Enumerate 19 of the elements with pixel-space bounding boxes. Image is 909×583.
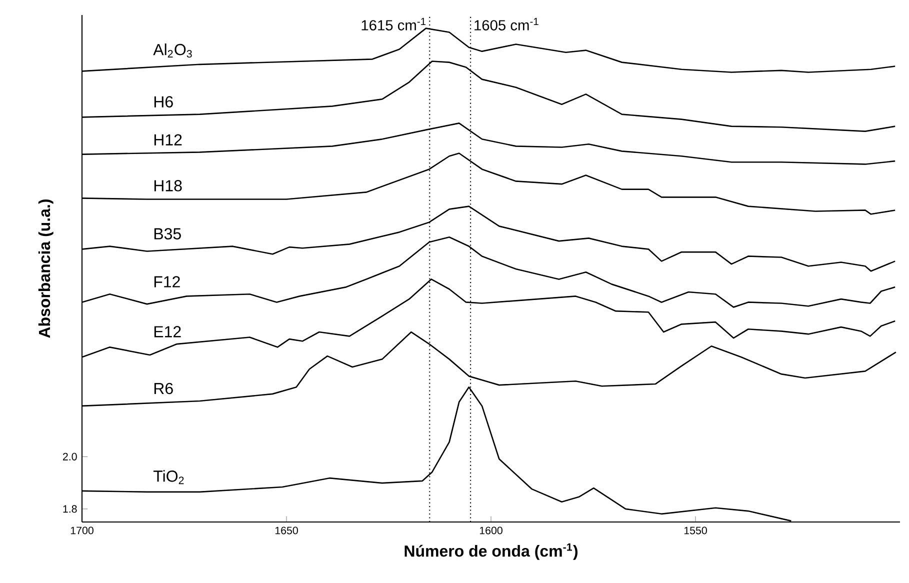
x-tick-label: 1600 [480, 526, 502, 534]
x-tick-label: 1700 [70, 526, 94, 534]
series-label: F12 [154, 276, 180, 288]
series-label: TiO$_{2}$ [153, 470, 184, 484]
ref-line-label: 1615 cm$^{-1}$ [362, 18, 426, 30]
y-tick-label: 2.0 [63, 452, 77, 460]
x-axis-title: Número de onda (cm$^{-1}$) [404, 543, 578, 560]
series-label: H12 [154, 134, 182, 146]
series-label: H6 [154, 96, 173, 108]
series-label: E12 [154, 326, 181, 338]
series-label: Al$_{2}$O$_{3}$ [153, 43, 192, 58]
series-label: B35 [154, 228, 181, 240]
ref-line-label: 1605 cm$^{-1}$ [474, 18, 538, 30]
series-label: R6 [154, 382, 173, 394]
x-tick-label: 1650 [275, 526, 298, 534]
y-axis-title: Absorbancia (u.a.) [38, 200, 54, 338]
x-tick-label: 1550 [684, 526, 707, 534]
series-label: H18 [154, 180, 182, 192]
y-tick-label: 1.8 [63, 505, 77, 513]
